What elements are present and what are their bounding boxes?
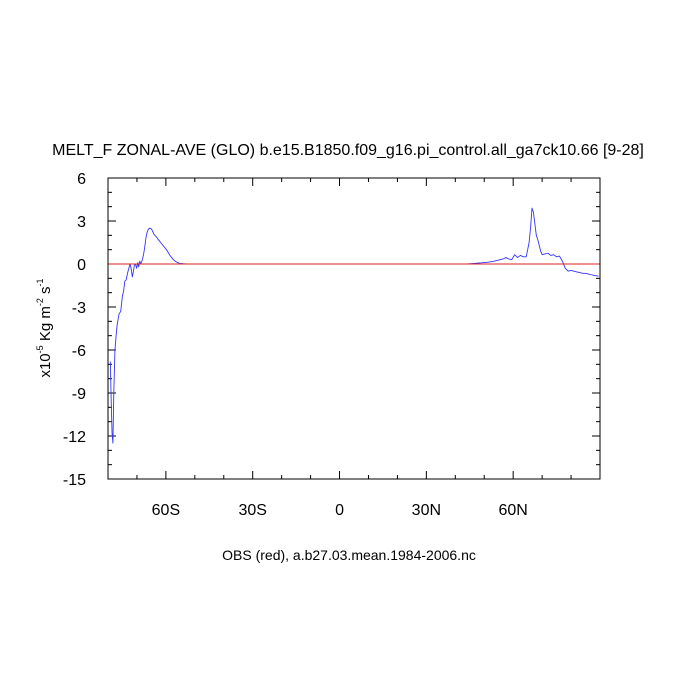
x-tick-label: 0 xyxy=(335,502,344,519)
x-tick-labels: 60S 30S 0 30N 60N xyxy=(152,502,528,519)
x-tick-label: 60N xyxy=(498,502,527,519)
series-line-1 xyxy=(109,207,599,444)
x-axis-label: OBS (red), a.b27.03.mean.1984-2006.nc xyxy=(222,547,476,563)
y-axis-label-exponent-2: -2 xyxy=(35,298,45,306)
x-tick-label: 30S xyxy=(238,502,266,519)
y-axis-label-exponent-3: -1 xyxy=(35,278,45,286)
y-axis-label-exponent-1: -5 xyxy=(35,345,45,353)
y-tick-label: 3 xyxy=(77,214,86,231)
plot-area xyxy=(107,177,601,480)
plot-frame xyxy=(107,177,601,480)
x-tick-label: 60S xyxy=(152,502,180,519)
y-tick-label: 6 xyxy=(77,171,86,188)
y-axis-label-units: Kg m xyxy=(37,306,54,345)
x-tick-label: 30N xyxy=(412,502,441,519)
y-tick-label: -3 xyxy=(72,300,86,317)
y-tick-labels: 6 3 0 -3 -6 -9 -12 -15 xyxy=(63,171,86,489)
y-tick-label: -9 xyxy=(72,386,86,403)
chart-title: MELT_F ZONAL-AVE (GLO) b.e15.B1850.f09_g… xyxy=(52,142,644,159)
y-tick-label: -15 xyxy=(63,472,86,489)
y-tick-label: -6 xyxy=(72,343,86,360)
y-tick-label: -12 xyxy=(63,429,86,446)
series-layer xyxy=(108,207,600,444)
axis-ticks xyxy=(107,177,601,480)
y-axis-label-seconds: s xyxy=(37,286,54,298)
y-axis-label-prefix: x10 xyxy=(37,353,54,377)
y-tick-label: 0 xyxy=(77,257,86,274)
y-axis-label: x10-5 Kg m-2 s-1 xyxy=(35,278,54,377)
